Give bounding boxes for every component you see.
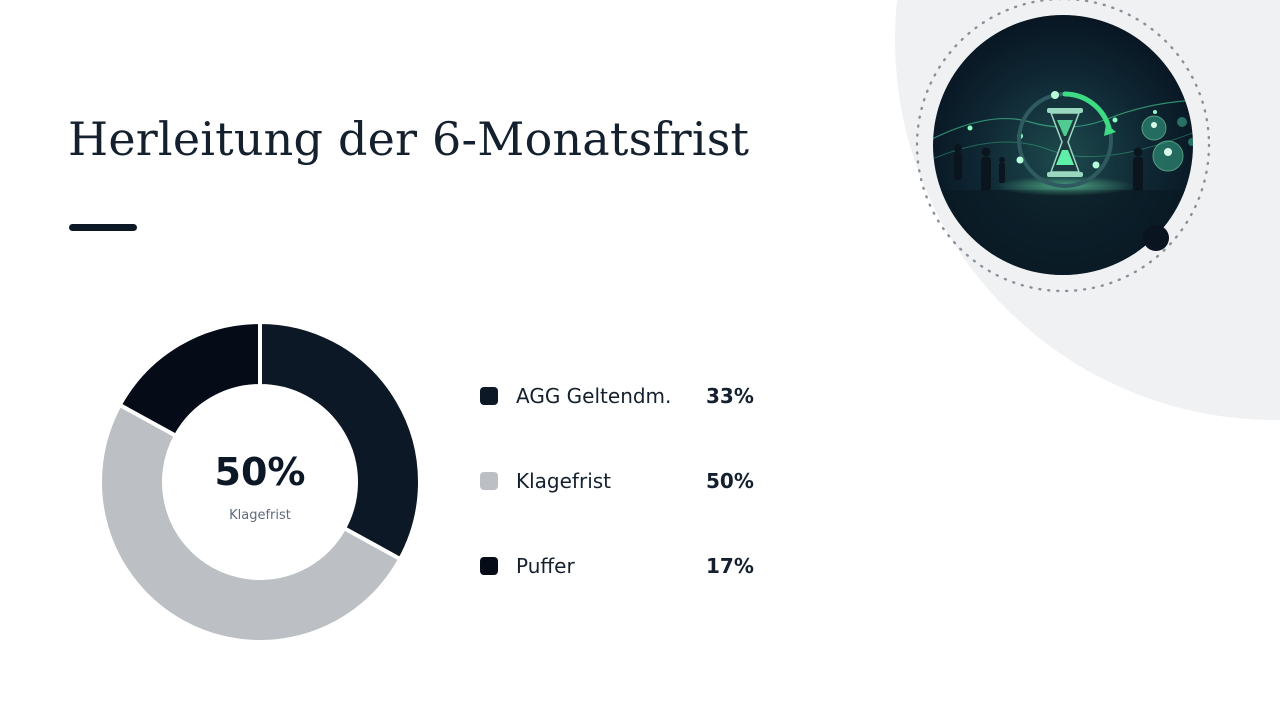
legend-item-puffer: Puffer 17% bbox=[480, 545, 780, 589]
slide-title: Herleitung der 6-Monatsfrist bbox=[68, 112, 750, 166]
donut-slice-puffer bbox=[117, 320, 262, 438]
legend-swatch-agg bbox=[480, 387, 498, 405]
donut-chart-svg bbox=[98, 320, 422, 644]
legend-label-puffer: Puffer bbox=[516, 554, 575, 578]
legend-label-klagefrist: Klagefrist bbox=[516, 469, 612, 493]
legend-swatch-klagefrist bbox=[480, 472, 498, 490]
legend-swatch-puffer bbox=[480, 557, 498, 575]
legend-item-agg: AGG Geltendm. 33% bbox=[480, 375, 780, 419]
legend-value-puffer: 17% bbox=[706, 554, 754, 578]
donut-chart: 50% Klagefrist bbox=[90, 312, 430, 652]
donut-center-label: Klagefrist bbox=[229, 508, 291, 523]
donut-slice-klagefrist bbox=[98, 402, 403, 644]
donut-center-value: 50% bbox=[214, 450, 306, 494]
donut-slice-agg bbox=[258, 320, 422, 562]
title-underline bbox=[69, 224, 137, 231]
legend-value-klagefrist: 50% bbox=[706, 469, 754, 493]
hourglass-timeline-illustration bbox=[910, 0, 1220, 300]
hourglass-timeline-icon bbox=[915, 0, 1211, 293]
legend-item-klagefrist: Klagefrist 50% bbox=[480, 460, 780, 504]
chart-legend: AGG Geltendm. 33% Klagefrist 50% Puffer … bbox=[480, 375, 780, 630]
legend-label-agg: AGG Geltendm. bbox=[516, 384, 672, 408]
legend-value-agg: 33% bbox=[706, 384, 754, 408]
